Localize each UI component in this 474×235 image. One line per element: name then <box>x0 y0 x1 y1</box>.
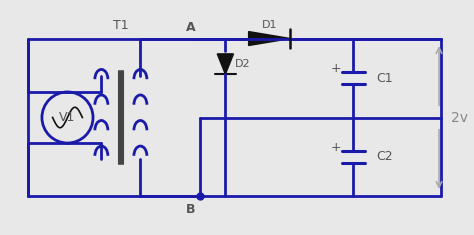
Text: A: A <box>186 21 195 34</box>
Text: T1: T1 <box>113 19 129 31</box>
Polygon shape <box>217 54 234 74</box>
Text: C1: C1 <box>376 71 393 85</box>
Text: +: + <box>330 141 341 154</box>
Text: +: + <box>330 62 341 75</box>
Text: V1: V1 <box>59 111 76 124</box>
Polygon shape <box>248 31 291 46</box>
Text: C2: C2 <box>376 150 393 164</box>
Text: D2: D2 <box>235 59 250 69</box>
Text: 2v: 2v <box>451 110 468 125</box>
Text: D1: D1 <box>262 20 277 30</box>
Text: B: B <box>186 204 195 216</box>
